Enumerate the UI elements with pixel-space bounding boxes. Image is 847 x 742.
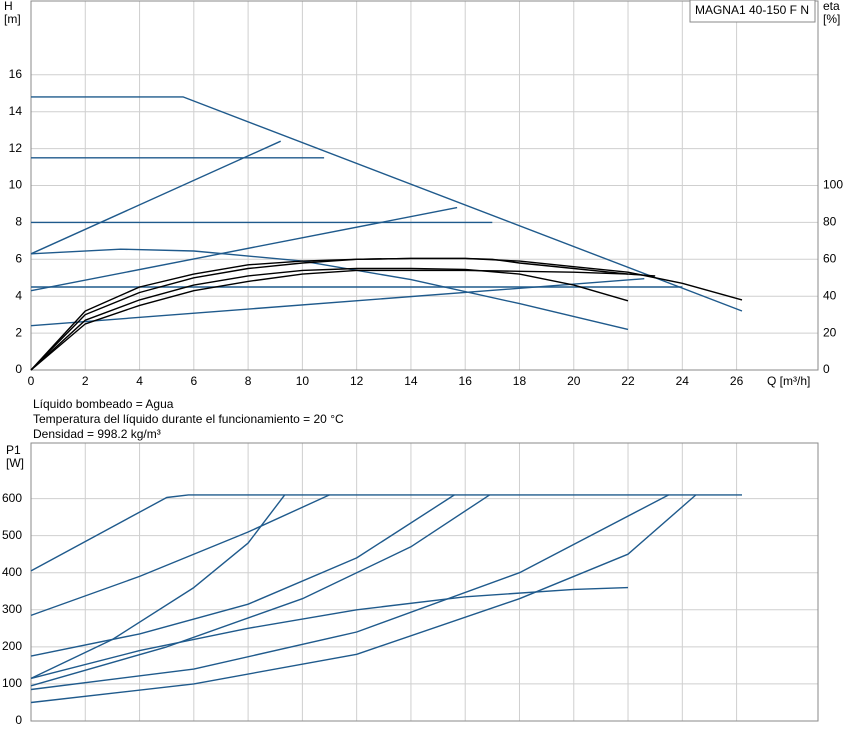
curve (30, 257, 629, 371)
curve (30, 494, 742, 572)
y-tick-label: 400 (2, 565, 22, 579)
x-tick-label: 26 (730, 374, 744, 388)
y-tick-label: 100 (2, 676, 22, 690)
note: Líquido bombeado = Agua (33, 397, 174, 411)
y-axis-label: H (4, 0, 13, 13)
y-tick-label: 14 (9, 104, 23, 118)
x-tick-label: 6 (190, 374, 197, 388)
title-box (689, 0, 816, 23)
x-tick-label: 22 (621, 374, 635, 388)
curve (30, 494, 490, 687)
y-axis-label: P1 (6, 443, 21, 457)
y2-tick-label: 0 (823, 362, 830, 376)
y-tick-label: 500 (2, 528, 22, 542)
x-axis-label: Q [m³/h] (767, 374, 810, 388)
curve (30, 269, 656, 371)
y2-tick-label: 40 (823, 288, 837, 302)
note: Temperatura del líquido durante el funci… (33, 412, 344, 426)
y-tick-label: 8 (15, 215, 22, 229)
y-tick-label: 0 (15, 713, 22, 727)
y-tick-label: 200 (2, 639, 22, 653)
y2-tick-label: 100 (823, 178, 843, 192)
curve (30, 494, 697, 704)
curve (30, 494, 455, 657)
y-axis-unit: [W] (6, 456, 24, 470)
y2-axis-label: eta (823, 0, 840, 13)
x-tick-label: 0 (28, 374, 35, 388)
x-tick-label: 12 (350, 374, 364, 388)
y-tick-label: 600 (2, 491, 22, 505)
plot-frame (30, 442, 819, 722)
curve (30, 278, 645, 327)
y2-axis-unit: [%] (823, 12, 840, 26)
curve (30, 586, 629, 680)
chart-title: MAGNA1 40-150 F N (695, 3, 809, 17)
curve (30, 494, 286, 680)
curve (30, 267, 629, 371)
y-axis-unit: [m] (4, 12, 21, 26)
y-tick-label: 6 (15, 251, 22, 265)
note: Densidad = 998.2 kg/m³ (33, 427, 161, 441)
y2-tick-label: 60 (823, 251, 837, 265)
x-tick-label: 4 (136, 374, 143, 388)
y-tick-label: 2 (15, 325, 22, 339)
y-tick-label: 4 (15, 288, 22, 302)
x-tick-label: 18 (513, 374, 527, 388)
y-tick-label: 10 (9, 178, 23, 192)
curve (31, 96, 743, 312)
x-tick-label: 14 (404, 374, 418, 388)
curve (30, 206, 458, 292)
x-tick-label: 10 (296, 374, 310, 388)
y-tick-label: 300 (2, 602, 22, 616)
y2-tick-label: 20 (823, 325, 837, 339)
x-tick-label: 8 (245, 374, 252, 388)
curve (30, 140, 281, 255)
y-tick-label: 16 (9, 67, 23, 81)
y-tick-label: 0 (15, 362, 22, 376)
y2-tick-label: 80 (823, 215, 837, 229)
x-tick-label: 2 (82, 374, 89, 388)
x-tick-label: 20 (567, 374, 581, 388)
curve (30, 494, 670, 691)
y-tick-label: 12 (9, 141, 23, 155)
x-tick-label: 24 (676, 374, 690, 388)
plot-frame (30, 0, 819, 371)
curve (30, 494, 330, 617)
x-tick-label: 16 (459, 374, 473, 388)
